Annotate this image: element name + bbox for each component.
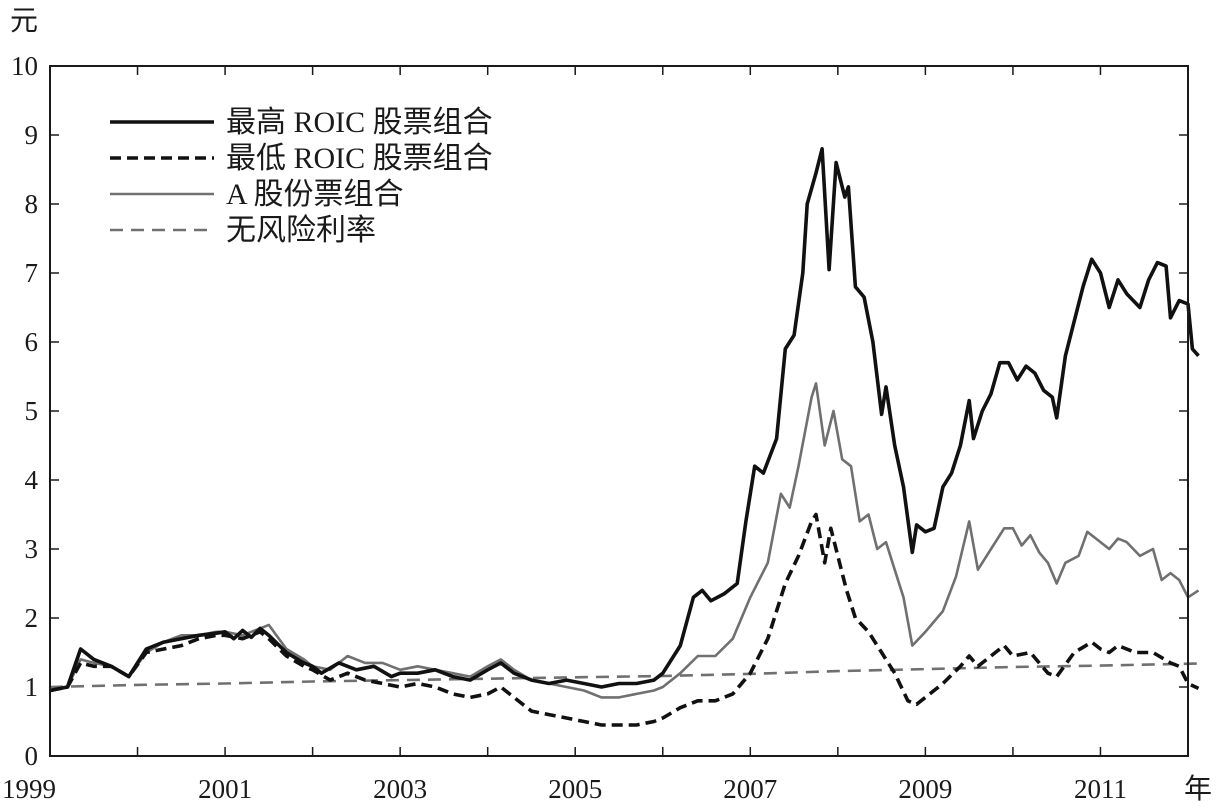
- y-tick-label: 7: [25, 258, 39, 288]
- series-line-2: [49, 512, 1200, 727]
- y-axis-unit-label: 元: [10, 4, 38, 37]
- plot-area: [49, 147, 1200, 727]
- series-line-4: [49, 662, 1199, 689]
- y-tick-label: 0: [25, 741, 39, 771]
- y-tick-label: 5: [25, 396, 39, 426]
- plot-frame: [49, 65, 1189, 757]
- series-line-1: [49, 147, 1200, 693]
- y-axis: 0 1 2 3 4 5 6 7 8 9 10: [11, 51, 1188, 771]
- x-tick-label: 2005: [548, 774, 602, 804]
- legend-label-3: A 股份票组合: [226, 178, 404, 211]
- x-axis-unit-label: 年: [1184, 772, 1212, 805]
- y-tick-label: 3: [25, 534, 39, 564]
- x-tick-label: 2007: [723, 774, 777, 804]
- x-tick-label: 2011: [1074, 774, 1127, 804]
- y-tick-label: 2: [25, 603, 39, 633]
- y-tick-label: 8: [25, 189, 39, 219]
- x-tick-label: 2009: [898, 774, 952, 804]
- legend-label-4: 无风险利率: [226, 214, 376, 247]
- y-tick-label: 6: [25, 327, 39, 357]
- y-tick-label: 4: [25, 465, 39, 495]
- y-tick-label: 9: [25, 120, 39, 150]
- y-tick-label: 10: [11, 51, 38, 81]
- x-axis: 1999 2001 2003 2005 2007 2009 2011: [2, 66, 1189, 804]
- legend-label-2: 最低 ROIC 股票组合: [226, 142, 493, 175]
- legend-label-1: 最高 ROIC 股票组合: [226, 106, 493, 139]
- x-tick-label: 2003: [373, 774, 427, 804]
- x-tick-label: 1999: [2, 774, 56, 804]
- series-line-3: [49, 382, 1200, 699]
- y-tick-label: 1: [25, 672, 39, 702]
- x-tick-label: 2001: [198, 774, 252, 804]
